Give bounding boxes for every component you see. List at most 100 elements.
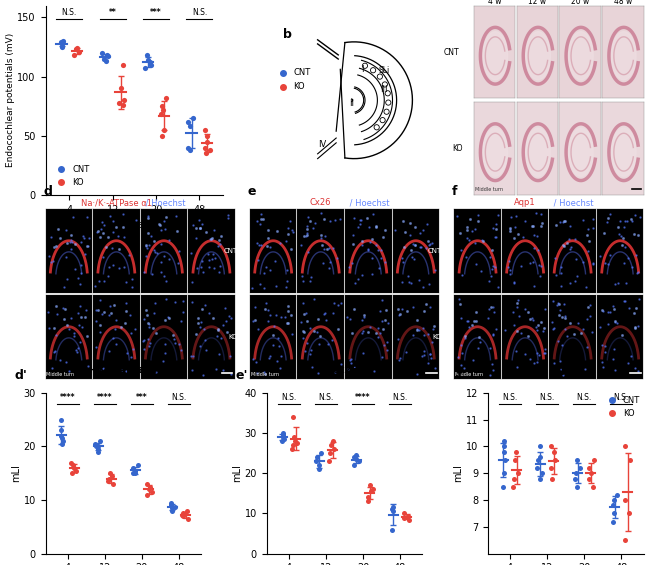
Point [66,236,76,245]
Point [358,348,369,357]
Point [603,320,614,329]
Point [325,217,335,226]
Point [558,241,568,250]
Point [77,231,88,240]
Title:  / Hoechst: / Hoechst [551,198,594,207]
Point [512,326,522,335]
Point [619,536,630,545]
Point [608,517,618,526]
Point [196,318,207,327]
Point [163,312,174,321]
Point [57,439,67,448]
Point [61,238,72,247]
Point [159,316,170,325]
Point [583,224,593,233]
Point [188,114,198,123]
Point [551,221,562,230]
Point [347,258,358,267]
Point [195,323,205,332]
Point [264,354,274,363]
Point [127,283,137,292]
Point [177,511,188,520]
Point [101,56,112,66]
Point [356,215,367,224]
Point [280,312,290,321]
Point [595,251,605,260]
Point [412,325,423,334]
Point [203,263,214,272]
Point [398,513,409,522]
Point [549,323,559,332]
Point [511,347,521,356]
Point [170,338,180,347]
Point [73,344,83,353]
Point [196,262,207,271]
Point [52,309,62,318]
Point [409,255,419,264]
Point [110,325,120,334]
Point [44,323,54,332]
Point [609,304,619,313]
Point [346,354,356,363]
Point [421,244,431,253]
Point [330,215,340,224]
Point [316,209,326,218]
Point [348,239,358,248]
Point [105,469,115,478]
Y-axis label: CNT: CNT [19,248,33,254]
Point [556,312,567,321]
Point [259,284,269,293]
Point [349,460,359,470]
Point [150,298,160,307]
Point [349,453,359,462]
Point [253,325,263,334]
Point [155,258,166,267]
Point [318,214,329,223]
Point [350,451,361,460]
Point [209,225,219,234]
Point [140,64,150,73]
Point [475,337,486,346]
Point [71,466,81,475]
Point [214,267,224,276]
Point [82,241,92,250]
Point [396,254,407,263]
Point [609,496,619,505]
Point [167,503,177,512]
Point [376,254,387,263]
Point [367,485,378,494]
Text: d': d' [14,369,27,382]
Point [587,327,597,336]
Point [161,93,172,102]
Point [619,442,630,451]
Point [144,319,155,328]
Point [414,325,424,334]
Point [114,98,124,107]
Point [367,254,377,263]
Point [363,497,373,506]
Point [142,51,152,60]
Point [118,101,128,110]
Point [513,230,523,239]
Point [357,329,367,338]
Point [378,324,389,333]
Point [516,262,526,271]
Point [205,145,215,154]
Point [103,310,114,319]
Text: ****: **** [356,393,370,402]
Point [540,349,550,358]
Point [126,328,136,337]
Point [367,234,377,243]
Point [402,511,413,520]
Point [499,442,509,451]
Point [190,233,201,242]
Point [57,437,68,446]
Point [345,314,356,323]
Point [630,211,640,220]
Point [268,330,278,339]
Point [160,348,170,357]
Point [77,323,87,332]
Point [619,259,629,268]
Point [629,229,639,238]
Point [167,331,177,340]
